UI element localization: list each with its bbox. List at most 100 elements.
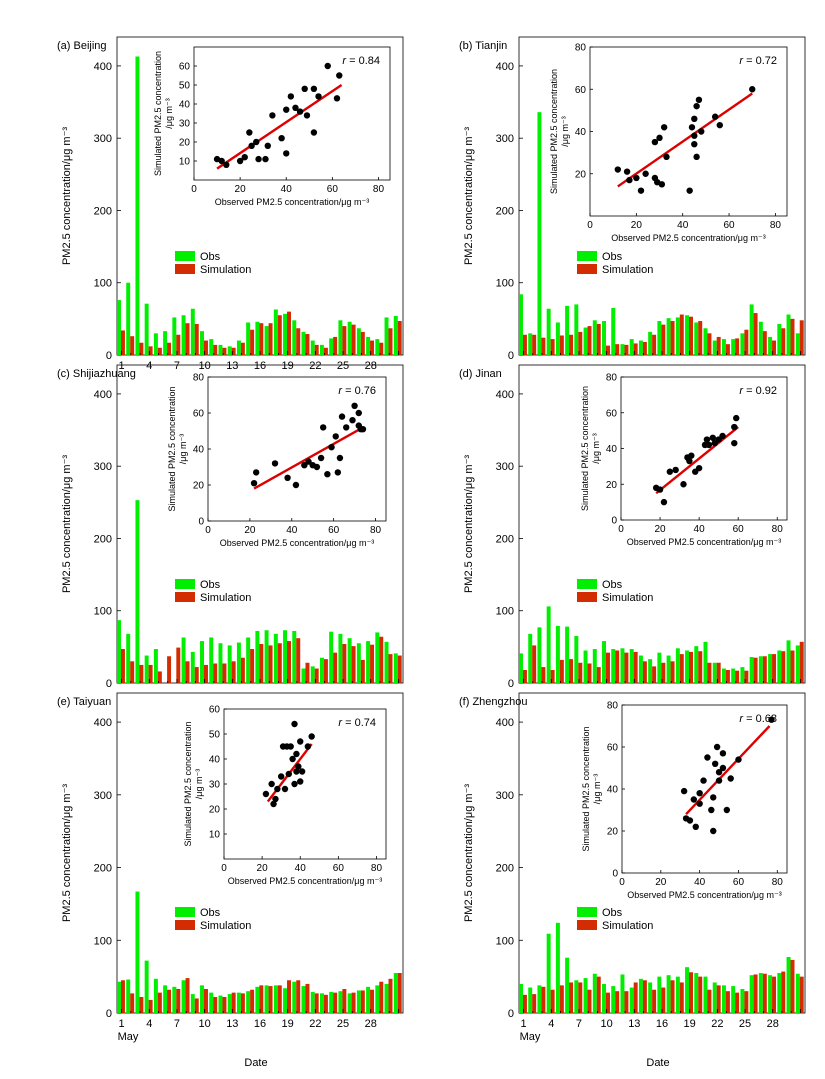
bar-sim bbox=[652, 666, 657, 683]
bar-sim bbox=[587, 989, 592, 1013]
bar-sim bbox=[388, 654, 393, 683]
bar-sim bbox=[578, 331, 583, 355]
bar-obs bbox=[218, 344, 223, 355]
bar-sim bbox=[633, 343, 638, 355]
bar-sim bbox=[735, 992, 740, 1013]
bar-obs bbox=[209, 992, 214, 1013]
inset-x-tick-label: 0 bbox=[205, 525, 211, 536]
bar-obs bbox=[144, 303, 149, 355]
bar-sim bbox=[120, 980, 125, 1013]
y-tick-label: 200 bbox=[94, 205, 112, 217]
bar-sim bbox=[397, 655, 402, 683]
bar-sim bbox=[661, 987, 666, 1013]
y-tick-label: 100 bbox=[94, 278, 112, 290]
bar-sim bbox=[203, 340, 208, 355]
bar-obs bbox=[255, 321, 260, 355]
x-tick-label: 28 bbox=[767, 1018, 779, 1030]
bar-obs bbox=[273, 309, 278, 355]
inset-y-axis-label: Simulated PM2.5 concentration bbox=[153, 51, 163, 176]
bar-sim bbox=[605, 345, 610, 355]
scatter-point bbox=[735, 756, 742, 763]
bar-sim bbox=[231, 661, 236, 683]
month-label: May bbox=[520, 1031, 541, 1043]
fit-line bbox=[216, 84, 343, 170]
inset-x-tick-label: 40 bbox=[286, 525, 298, 536]
bar-sim bbox=[323, 994, 328, 1013]
bar-sim bbox=[120, 649, 125, 683]
bar-sim bbox=[633, 651, 638, 683]
bar-obs bbox=[301, 986, 306, 1013]
inset-x-tick-label: 0 bbox=[191, 184, 197, 195]
bar-obs bbox=[602, 983, 606, 1013]
scatter-point bbox=[241, 154, 248, 161]
bar-obs bbox=[375, 632, 380, 683]
bar-obs bbox=[319, 344, 324, 355]
scatter-point bbox=[283, 150, 290, 157]
bar-obs bbox=[264, 326, 269, 355]
inset-y-tick-label: 30 bbox=[209, 780, 221, 791]
bar-sim bbox=[587, 326, 592, 355]
inset-x-tick-label: 20 bbox=[655, 877, 667, 888]
bar-obs bbox=[366, 336, 371, 355]
y-axis-label: PM2.5 concentration/μg m⁻³ bbox=[61, 784, 73, 922]
scatter-point bbox=[731, 423, 738, 431]
inset-y-tick-label: 20 bbox=[209, 805, 221, 816]
scatter-point bbox=[292, 481, 300, 489]
panel-title: (b) Tianjin bbox=[459, 40, 507, 52]
bar-obs bbox=[384, 641, 389, 683]
inset-x-tick-label: 60 bbox=[327, 184, 339, 195]
y-tick-label: 200 bbox=[496, 863, 514, 875]
inset-y-tick-label: 40 bbox=[209, 755, 221, 766]
scatter-point bbox=[695, 96, 703, 104]
bar-sim bbox=[231, 992, 236, 1013]
scatter-point bbox=[666, 468, 674, 475]
bar-obs bbox=[209, 637, 214, 683]
inset-y-tick-label: 50 bbox=[179, 81, 191, 92]
legend-label-obs: Obs bbox=[200, 579, 221, 591]
x-tick-label: 10 bbox=[601, 1018, 613, 1030]
x-tick-label: 16 bbox=[656, 1018, 668, 1030]
inset-y-tick-label: 80 bbox=[607, 701, 619, 712]
inset-y-axis-label: Simulated PM2.5 concentration bbox=[580, 386, 590, 511]
scatter-point bbox=[291, 780, 298, 788]
scatter-point bbox=[705, 441, 713, 449]
bar-sim bbox=[139, 997, 144, 1013]
scatter-point bbox=[351, 402, 358, 409]
bar-obs bbox=[749, 656, 754, 683]
bar-sim bbox=[185, 978, 190, 1013]
bar-sim bbox=[259, 985, 264, 1013]
scatter-point bbox=[711, 113, 719, 120]
bar-obs bbox=[200, 641, 204, 683]
inset-y-axis-label: Simulated PM2.5 concentration bbox=[581, 726, 591, 851]
y-tick-label: 300 bbox=[496, 133, 514, 145]
x-tick-label: 25 bbox=[739, 1018, 751, 1030]
bar-sim bbox=[360, 990, 365, 1013]
bar-obs bbox=[117, 300, 121, 355]
scatter-point bbox=[255, 155, 262, 163]
bar-sim bbox=[194, 667, 199, 683]
bar-sim bbox=[642, 341, 647, 355]
inset-x-tick-label: 80 bbox=[770, 220, 782, 231]
bar-obs bbox=[292, 981, 297, 1013]
bar-sim bbox=[287, 641, 291, 683]
inset-y-tick-label: 80 bbox=[193, 373, 205, 384]
correlation-value: = 0.72 bbox=[746, 55, 777, 67]
bar-sim bbox=[652, 334, 657, 355]
bar-obs bbox=[694, 646, 699, 683]
bar-sim bbox=[781, 328, 786, 355]
bar-sim bbox=[167, 342, 172, 355]
scatter-point bbox=[715, 777, 723, 784]
scatter-point bbox=[656, 486, 664, 493]
inset-scatter: 0 20 40 60 80 0 20 40 60 80 r = 0.68 Observed PM2.5… bbox=[581, 701, 788, 900]
scatter-point bbox=[723, 806, 731, 814]
scatter-point bbox=[291, 720, 298, 728]
bar-obs bbox=[356, 643, 361, 683]
bar-sim bbox=[725, 669, 730, 683]
bar-obs bbox=[301, 668, 306, 683]
bar-sim bbox=[522, 334, 527, 355]
y-tick-label: 300 bbox=[496, 461, 514, 473]
bar-sim bbox=[605, 652, 610, 683]
bar-obs bbox=[583, 978, 588, 1013]
bar-obs bbox=[758, 656, 763, 683]
